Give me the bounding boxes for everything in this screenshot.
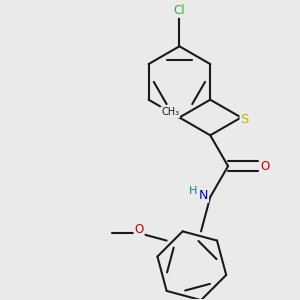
Text: CH₃: CH₃ (161, 107, 179, 117)
Text: S: S (241, 112, 249, 125)
Text: O: O (134, 223, 144, 236)
Text: Cl: Cl (174, 4, 185, 17)
Text: O: O (260, 160, 270, 172)
Text: N: N (199, 189, 208, 202)
Text: H: H (189, 186, 197, 197)
